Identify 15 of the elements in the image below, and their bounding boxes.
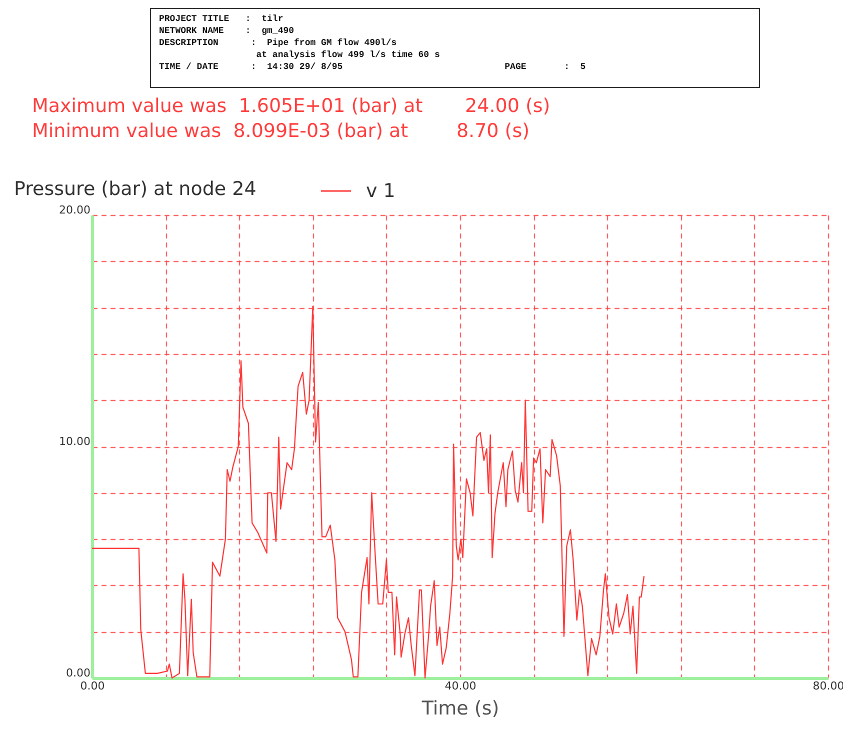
text: at analysis flow 499 l/s time 60 s [255,49,441,61]
x-tick-label: 0.00 [80,680,105,692]
legend-label: v 1 [366,180,396,202]
x-axis-title: Time (s) [420,698,500,720]
text: TIME / DATE : 14:30 29/ 8/95 PAGE : 5 [159,61,587,73]
text: Minimum value was 8.099E-03 (bar) at 8.70 (s) [32,119,531,144]
chart-title: Pressure (bar) at node 24 [14,178,256,200]
x-tick-label: 40.00 [444,680,476,692]
y-tick-label: 0.00 [66,666,90,680]
text: NETWORK NAME : gm_490 [159,25,296,37]
text: DESCRIPTION : Pipe from GM flow 490l/s [159,37,398,49]
text: PROJECT TITLE : tilr [159,13,284,25]
y-tick-label: 20.00 [59,204,90,216]
text: Maximum value was 1.605E+01 (bar) at 24.00 (s) [32,94,550,119]
y-tick-label: 10.00 [59,435,90,448]
